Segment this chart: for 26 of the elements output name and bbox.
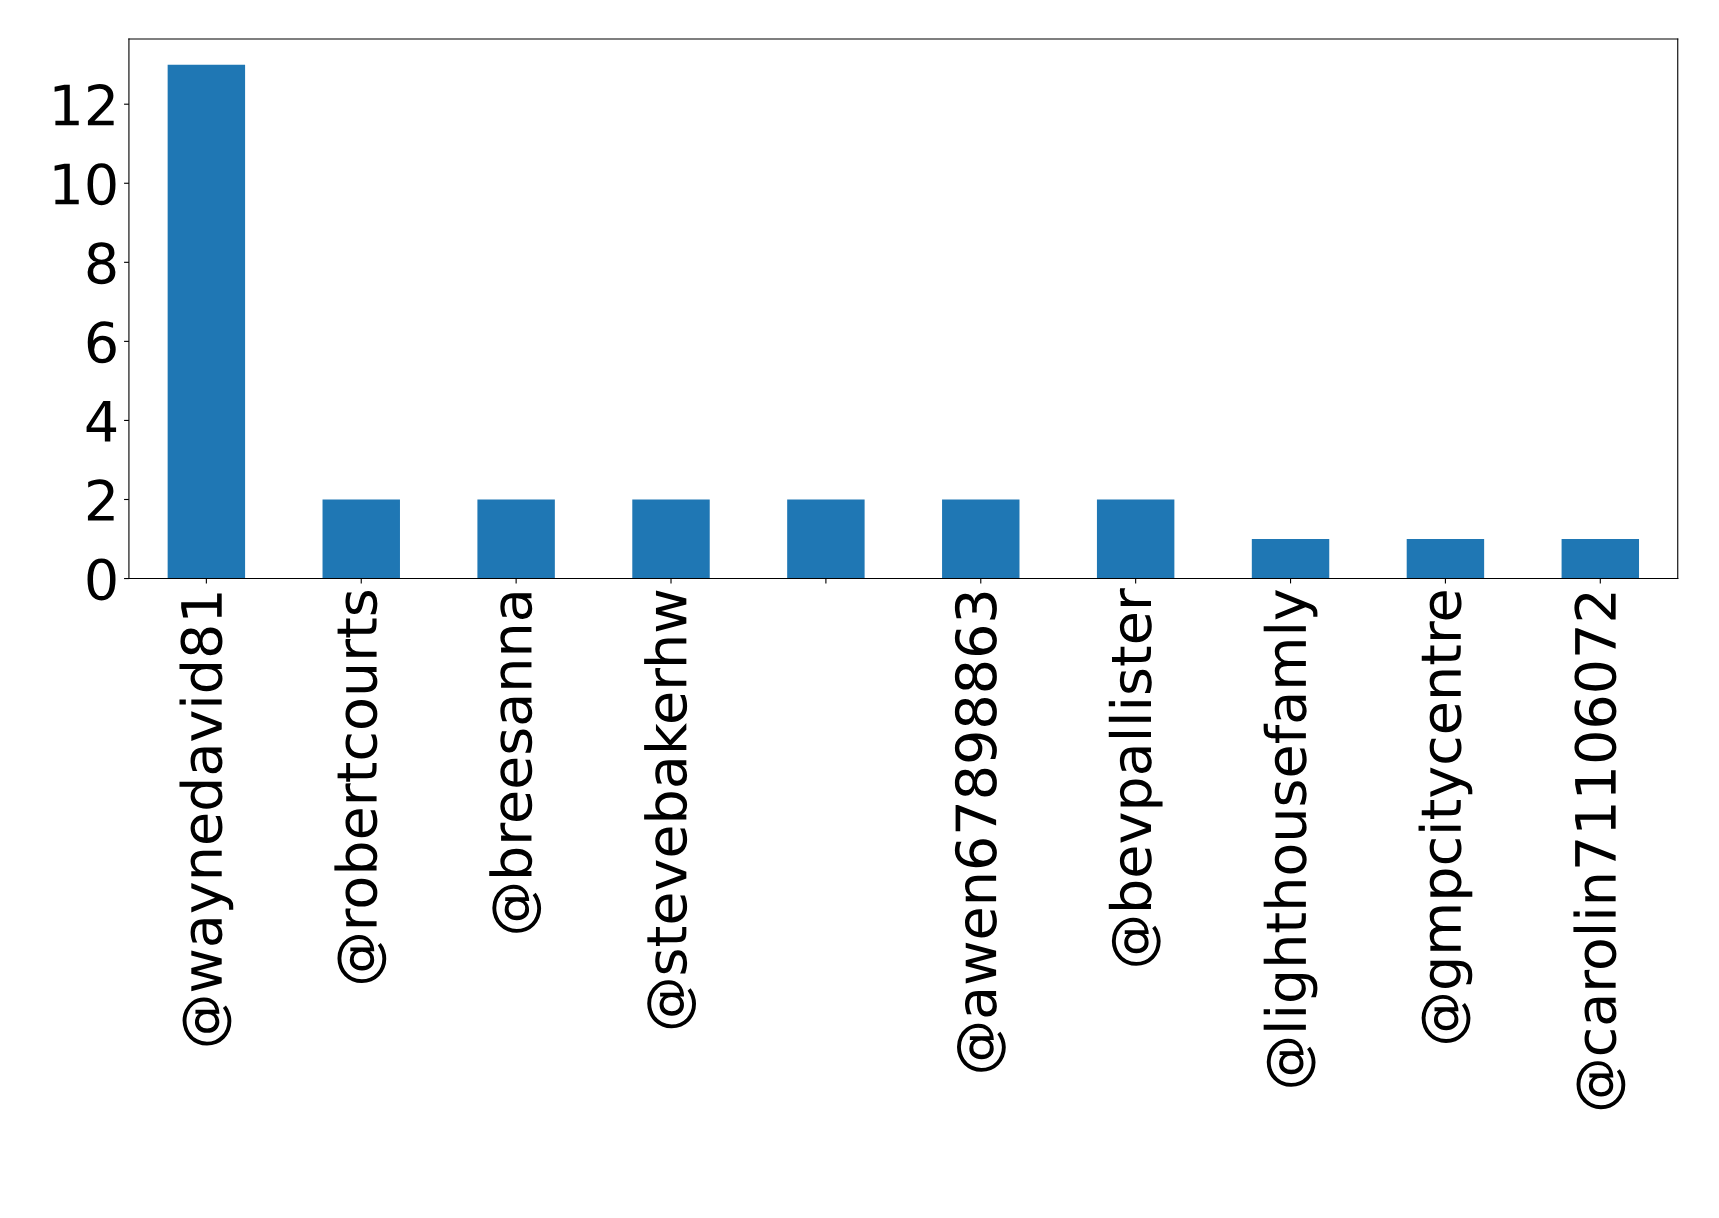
- y-tick-label: 10: [54, 163, 116, 206]
- x-tick-label: @gmpcitycentre: [1418, 591, 1473, 1043]
- bar: [942, 499, 1020, 579]
- bar: [1096, 499, 1175, 579]
- y-tick-label: 0: [87, 558, 116, 601]
- y-tick-label: 8: [87, 242, 116, 285]
- bar: [477, 499, 555, 579]
- y-tick-label: 4: [86, 401, 117, 442]
- x-tick-label: @carolin71106072: [1573, 593, 1626, 1110]
- y-tick-label: 2: [87, 479, 114, 521]
- x-tick-label: @stevebakerhw: [644, 590, 696, 1029]
- bar: [787, 499, 865, 579]
- bar: [1251, 539, 1330, 579]
- x-tick-label: @bevpallister: [1108, 588, 1163, 966]
- x-tick-label: @lighthousefamly: [1263, 589, 1318, 1087]
- x-tick-label: @awen67898863: [954, 592, 1006, 1072]
- bar: [167, 64, 246, 579]
- x-tick-label: @robertcourts: [334, 590, 387, 984]
- bar: [632, 499, 710, 579]
- y-tick-label: 6: [87, 321, 116, 364]
- bar: [322, 499, 400, 579]
- bar: [1561, 539, 1640, 579]
- x-tick-label: @breesanna: [489, 593, 542, 933]
- x-tick-label: @waynedavid81: [179, 593, 234, 1046]
- y-tick-label: 12: [54, 84, 114, 126]
- bar: [1406, 539, 1485, 579]
